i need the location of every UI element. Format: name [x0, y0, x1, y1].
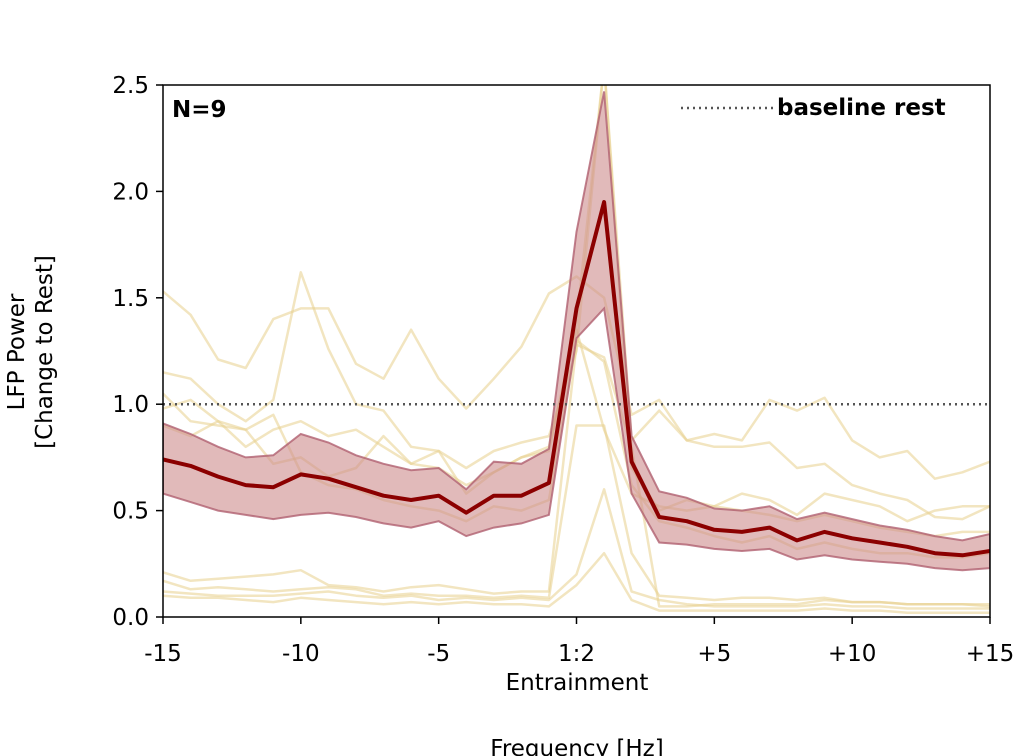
y-tick-label: 1.0	[112, 392, 149, 418]
y-tick-label: 2.5	[112, 73, 149, 99]
mean-point	[464, 511, 468, 515]
y-tick-label: 1.5	[112, 286, 149, 312]
individual-series-line-7	[163, 424, 990, 606]
mean-point	[740, 530, 744, 534]
x-axis-label: Frequency [Hz]	[490, 736, 663, 756]
x-tick-label: +15	[966, 641, 1015, 667]
x-tick-label: -5	[427, 641, 450, 667]
x-tick-label: -15	[144, 641, 182, 667]
x-tick-label: 1:2	[558, 641, 595, 667]
mean-point	[905, 545, 909, 549]
mean-point	[630, 460, 634, 464]
mean-point	[657, 515, 661, 519]
x-tick-sublabel: Entrainment	[506, 670, 649, 696]
mean-point	[382, 494, 386, 498]
tick-layer: -15 -10 -5 1:2 +5 +10 +15 0.0 0.5 1.0 1.5 2.0 2.5	[112, 73, 1014, 667]
mean-point	[409, 498, 413, 502]
individual-series-line-8	[163, 488, 990, 610]
legend: baseline rest	[681, 95, 946, 121]
mean-point	[437, 494, 441, 498]
mean-point	[850, 536, 854, 540]
mean-point	[326, 477, 330, 481]
y-axis-label-line-1: LFP Power	[4, 293, 30, 410]
mean-point	[244, 483, 248, 487]
mean-point	[602, 200, 606, 204]
x-tick-label: -10	[282, 641, 320, 667]
individual-series-line-9	[163, 551, 990, 614]
legend-label: baseline rest	[777, 95, 946, 121]
mean-point	[767, 526, 771, 530]
confidence-band-layer	[163, 91, 990, 572]
mean-point	[823, 530, 827, 534]
mean-point	[299, 472, 303, 476]
mean-point	[354, 485, 358, 489]
x-tick-label: +10	[828, 641, 877, 667]
mean-point	[189, 464, 193, 468]
mean-point	[878, 541, 882, 545]
y-tick-label: 2.0	[112, 179, 149, 205]
mean-point	[547, 481, 551, 485]
sample-size-annotation: N=9	[172, 97, 227, 123]
mean-point	[712, 528, 716, 532]
mean-point	[933, 551, 937, 555]
y-axis-label-line-2: [Change to Rest]	[32, 255, 58, 449]
y-axis-label: LFP Power [Change to Rest]	[4, 255, 58, 449]
mean-point	[960, 553, 964, 557]
mean-point	[685, 519, 689, 523]
y-tick-label: 0.5	[112, 499, 149, 525]
mean-point	[519, 494, 523, 498]
mean-point	[216, 475, 220, 479]
confidence-band	[163, 91, 990, 572]
mean-series-layer	[163, 200, 990, 558]
mean-point	[795, 538, 799, 542]
mean-point	[271, 485, 275, 489]
mean-point	[492, 494, 496, 498]
y-tick-label: 0.0	[112, 605, 149, 631]
mean-point	[575, 306, 578, 310]
x-tick-label: +5	[697, 641, 731, 667]
